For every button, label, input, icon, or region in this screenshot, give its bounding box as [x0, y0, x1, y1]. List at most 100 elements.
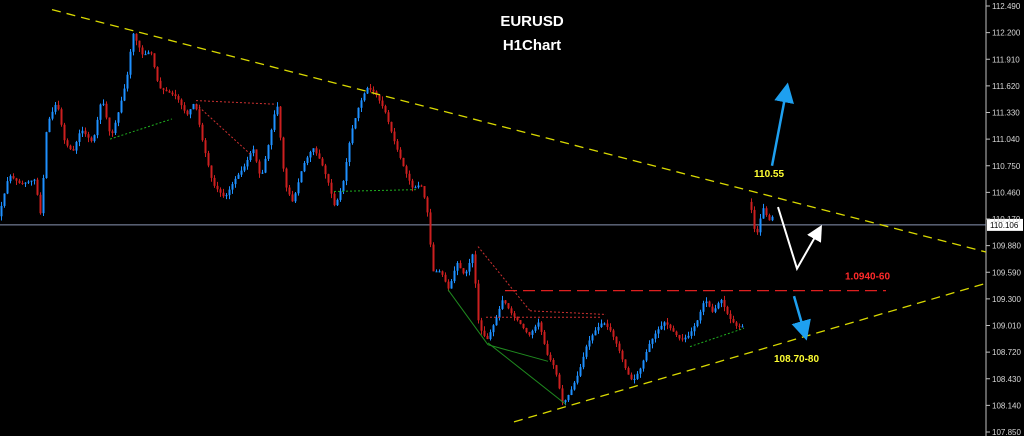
candle-body [387, 112, 390, 122]
candle-body [705, 301, 708, 304]
candle-body [327, 174, 330, 183]
candle-body [522, 323, 525, 329]
candle-body [564, 400, 567, 403]
candle-body [342, 180, 345, 192]
candle-body [756, 228, 759, 233]
candle-body [714, 308, 717, 312]
candle-body [33, 179, 36, 181]
candle-body [21, 182, 24, 184]
current-price-label: 110.106 [990, 221, 1019, 230]
candle-body [360, 100, 363, 108]
candle-body [285, 168, 288, 188]
y-tick-label: 111.910 [992, 55, 1020, 64]
candle-body [759, 218, 762, 233]
candle-body [753, 209, 756, 229]
candle-body [438, 271, 441, 273]
candle-body [291, 194, 294, 202]
candle-body [228, 189, 231, 196]
candle-body [405, 166, 408, 174]
candle-body [531, 330, 534, 335]
candle-body [207, 153, 210, 166]
candle-body [45, 132, 48, 178]
candle-body [102, 103, 105, 105]
candle-body [12, 176, 15, 179]
candle-body [594, 330, 597, 336]
candle-body [528, 332, 531, 335]
candle-body [357, 107, 360, 119]
candle-body [675, 331, 678, 336]
current-price-box [987, 218, 1023, 231]
candle-body [129, 51, 132, 75]
candle-body [732, 318, 735, 323]
candle-body [288, 187, 291, 195]
candle-body [126, 74, 129, 89]
candle-body [3, 193, 6, 206]
candle-body [708, 301, 711, 307]
candle-body [726, 306, 729, 314]
candle-body [324, 165, 327, 175]
candle-body [426, 197, 429, 213]
candle-body [627, 368, 630, 375]
candle-body [612, 330, 615, 337]
candle-body [372, 89, 375, 92]
candle-body [78, 133, 81, 142]
candle-body [264, 158, 267, 173]
support-label: 108.70-80 [774, 354, 819, 365]
candle-body [423, 186, 426, 198]
green-channel-line [487, 344, 549, 362]
candle-body [141, 47, 144, 55]
candle-body [309, 151, 312, 158]
candle-body [573, 382, 576, 390]
y-tick-label: 107.850 [992, 428, 1021, 436]
candle-body [738, 325, 741, 327]
candle-body [762, 208, 765, 219]
candle-body [540, 322, 543, 332]
candle-body [315, 148, 318, 154]
candle-body [69, 145, 72, 150]
candle-body [684, 337, 687, 340]
candle-body [468, 263, 471, 272]
candle-body [411, 180, 414, 188]
candle-body [147, 52, 150, 55]
candle-body [501, 300, 504, 309]
candle-body [552, 359, 555, 366]
candle-body [231, 184, 234, 190]
candle-body [456, 263, 459, 271]
red-dotted-line [195, 103, 253, 157]
candle-body [99, 104, 102, 120]
candle-body [369, 87, 372, 90]
candle-body [648, 343, 651, 352]
candle-body [447, 281, 450, 289]
candle-body [585, 346, 588, 357]
candle-body [462, 268, 465, 274]
price-axis: 112.490 112.200 111.910 111.620 111.330 111.0… [986, 2, 1021, 436]
candle-body [537, 322, 540, 327]
candle-body [771, 216, 774, 221]
candle-body [636, 373, 639, 379]
candle-body [138, 40, 141, 48]
candle-body [561, 388, 564, 403]
candle-body [429, 212, 432, 245]
candle-body [210, 165, 213, 178]
down-arrow [791, 295, 811, 341]
candle-body [663, 322, 666, 326]
candle-body [657, 329, 660, 334]
candle-body [717, 303, 720, 309]
candle-body [114, 122, 117, 134]
green-dotted-line [109, 118, 173, 140]
candle-body [171, 92, 174, 95]
candle-body [120, 100, 123, 113]
candle-body [633, 378, 636, 380]
y-tick-label: 108.720 [992, 348, 1021, 357]
candle-body [495, 317, 498, 326]
green-channel-line [487, 342, 567, 405]
y-tick-label: 111.040 [992, 135, 1020, 144]
candle-body [723, 300, 726, 307]
candle-body [399, 149, 402, 158]
candle-body [240, 170, 243, 175]
candle-body [699, 311, 702, 321]
y-tick-label: 110.170 [992, 215, 1021, 224]
candle-body [117, 112, 120, 123]
candle-body [54, 104, 57, 112]
